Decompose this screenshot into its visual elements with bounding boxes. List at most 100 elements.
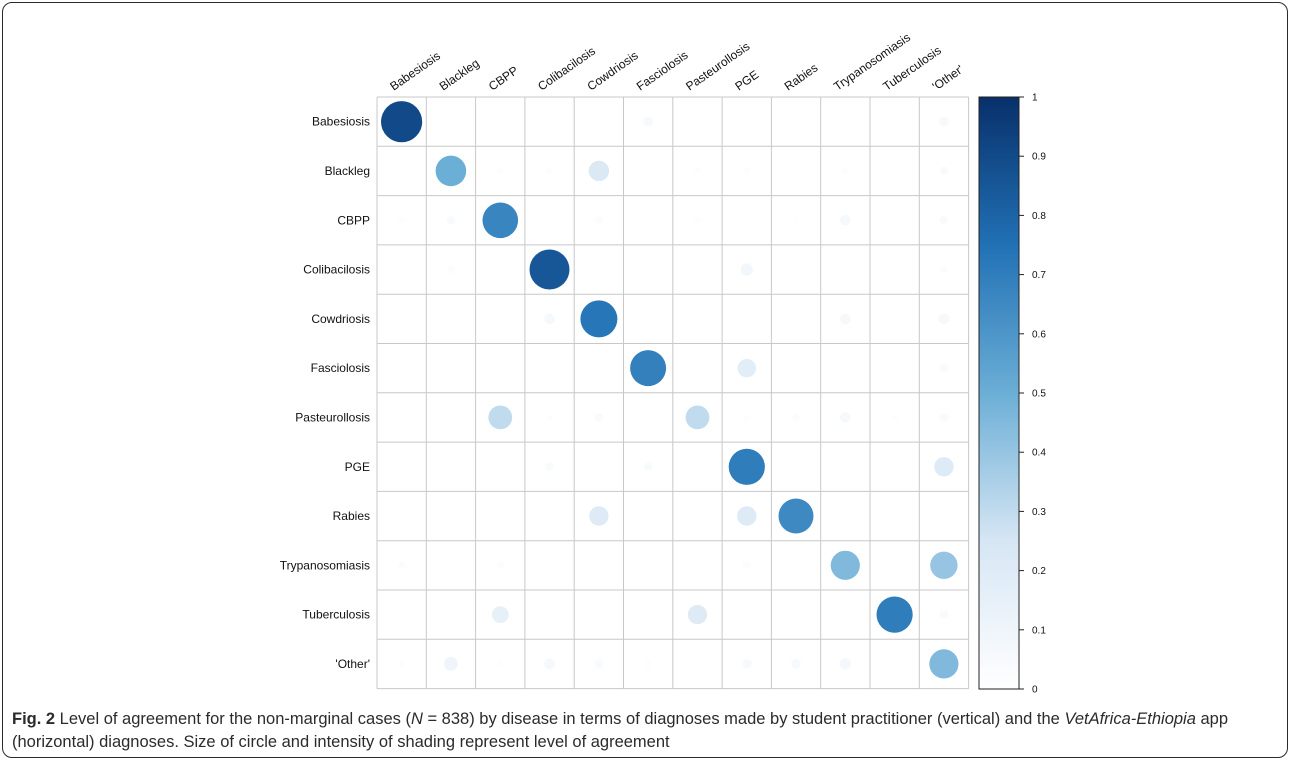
agreement-circle xyxy=(892,661,897,667)
agreement-circle xyxy=(737,506,757,526)
agreement-circle xyxy=(939,610,949,619)
caption-app-name: VetAfrica-Ethiopia xyxy=(1064,710,1196,728)
figure-caption: Fig. 2 Level of agreement for the non-ma… xyxy=(12,708,1278,754)
agreement-circle xyxy=(645,660,652,668)
agreement-circle xyxy=(778,498,814,534)
agreement-circle xyxy=(938,313,950,325)
agreement-circle xyxy=(546,167,553,174)
agreement-circle xyxy=(830,550,860,580)
row-label: Colibacilosis xyxy=(303,263,370,277)
column-label: Blackleg xyxy=(437,56,482,93)
agreement-circle xyxy=(594,659,604,669)
agreement-circle xyxy=(743,561,751,570)
caption-text-1: Level of agreement for the non-marginal … xyxy=(55,710,411,728)
agreement-circle xyxy=(643,116,653,127)
agreement-circle xyxy=(876,596,913,633)
caption-figure-label: Fig. 2 xyxy=(12,710,56,728)
agreement-circle xyxy=(630,350,667,387)
agreement-circle xyxy=(447,265,455,274)
colorbar-tick-label: 0.1 xyxy=(1032,625,1046,636)
agreement-circle xyxy=(595,216,603,225)
row-label: PGE xyxy=(345,460,370,474)
agreement-circle xyxy=(448,464,454,469)
agreement-circle xyxy=(398,217,405,224)
agreement-circle xyxy=(840,412,851,423)
row-labels: Babesiosis Blackleg CBPP Colibacilosis Cowdr… xyxy=(280,115,370,671)
agreement-circle xyxy=(544,658,555,670)
agreement-circle xyxy=(930,551,958,579)
caption-text-2: = 838) by disease in terms of diagnoses … xyxy=(422,710,1065,728)
row-label: Blackleg xyxy=(325,164,370,178)
caption-text-3: app (horizontal) diagnoses. Size of circ… xyxy=(12,710,1229,751)
agreement-circle xyxy=(842,167,849,174)
agreement-circle xyxy=(545,462,554,472)
colorbar-tick-label: 0.8 xyxy=(1032,211,1046,222)
agreement-circle xyxy=(939,363,949,373)
colorbar-tick-label: 0.9 xyxy=(1032,152,1046,163)
agreement-circle xyxy=(840,215,851,226)
agreement-circle xyxy=(589,506,609,526)
agreement-circle xyxy=(497,167,504,174)
column-label: Babesiosis xyxy=(387,49,443,94)
agreement-circle xyxy=(446,216,456,225)
agreement-circle xyxy=(645,168,651,174)
column-label: 'Other' xyxy=(930,62,966,93)
agreement-circle xyxy=(939,116,949,127)
agreement-circle xyxy=(381,101,423,143)
agreement-circle xyxy=(939,216,949,225)
agreement-circle xyxy=(685,405,710,430)
agreement-circle xyxy=(496,561,505,570)
colorbar-tick-label: 0.6 xyxy=(1032,329,1046,340)
agreement-circle xyxy=(792,413,800,422)
agreement-circle xyxy=(497,660,504,668)
agreement-circle xyxy=(694,217,701,224)
agreement-circle xyxy=(529,249,570,290)
colorbar-ticks: 1 0.9 0.8 0.7 0.6 0.5 0.4 0.3 0.2 0.1 0 xyxy=(1019,93,1046,696)
row-label: Rabies xyxy=(333,509,370,523)
colorbar-tick-label: 0.4 xyxy=(1032,448,1046,459)
colorbar-tick-label: 1 xyxy=(1032,93,1038,104)
agreement-circle xyxy=(435,155,467,187)
column-label: CBPP xyxy=(486,63,521,93)
row-label: 'Other' xyxy=(335,657,370,671)
agreement-circle xyxy=(939,166,949,176)
colorbar-gradient xyxy=(978,96,1020,690)
agreement-circle xyxy=(448,415,454,420)
row-label: Tuberculosis xyxy=(302,608,370,622)
column-label: Rabies xyxy=(782,61,821,94)
agreement-circle xyxy=(843,365,848,371)
colorbar-tick-label: 0.5 xyxy=(1032,389,1046,400)
caption-n-symbol: N xyxy=(410,710,423,728)
colorbar: 1 0.9 0.8 0.7 0.6 0.5 0.4 0.3 0.2 0.1 0 xyxy=(978,93,1046,696)
agreement-circle xyxy=(839,658,851,670)
colorbar-tick-label: 0.3 xyxy=(1032,507,1046,518)
agreement-circle xyxy=(694,167,701,174)
colorbar-tick-label: 0 xyxy=(1032,685,1038,696)
agreement-circle xyxy=(737,358,756,378)
agreement-circle xyxy=(934,457,954,477)
agreement-circles xyxy=(381,101,959,679)
row-label: Fasciolosis xyxy=(311,361,370,375)
agreement-circle xyxy=(687,604,708,625)
agreement-circle xyxy=(793,464,799,469)
row-label: CBPP xyxy=(337,213,370,227)
agreement-circle xyxy=(743,167,750,174)
agreement-circle xyxy=(929,649,959,679)
row-label: Trypanosomiasis xyxy=(280,558,370,572)
agreement-circle xyxy=(793,218,799,223)
agreement-circle xyxy=(482,202,519,239)
agreement-circle xyxy=(891,414,898,421)
plot-grid xyxy=(376,96,970,690)
agreement-circle xyxy=(643,462,653,472)
colorbar-tick-label: 0.7 xyxy=(1032,270,1046,281)
row-label: Cowdriosis xyxy=(311,312,370,326)
agreement-circle xyxy=(940,265,948,274)
agreement-circle xyxy=(444,657,458,671)
agreement-circle xyxy=(728,448,765,485)
agreement-circle xyxy=(544,313,555,325)
column-label: PGE xyxy=(732,67,761,93)
agreement-circle xyxy=(580,300,618,338)
row-label: Babesiosis xyxy=(312,115,370,129)
